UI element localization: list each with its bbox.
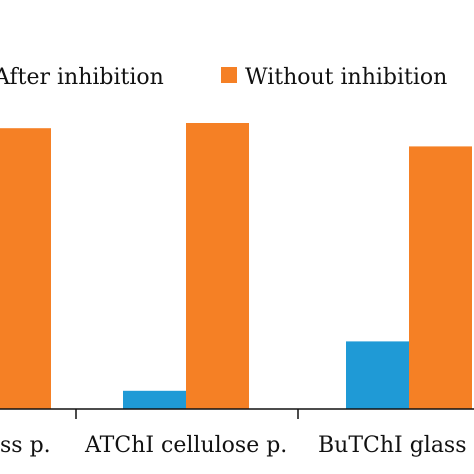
legend-label-without-inhibition: Without inhibition <box>245 65 447 90</box>
x-ticks-group <box>75 409 299 419</box>
bars-group <box>0 123 472 409</box>
bar-without-inhibition-2 <box>409 146 472 409</box>
bar-after-inhibition-2 <box>346 341 409 409</box>
bar-without-inhibition-1 <box>186 123 249 409</box>
legend: After inhibition Without inhibition <box>0 65 447 90</box>
x-tick-labels-group: ss p. ATChI cellulose p. BuTChI glass <box>0 433 467 458</box>
bar-without-inhibition-0 <box>0 128 51 409</box>
x-tick-label: ss p. <box>0 433 51 458</box>
x-tick-label: ATChI cellulose p. <box>84 433 287 458</box>
legend-label-after-inhibition: After inhibition <box>0 65 164 90</box>
x-tick-label: BuTChI glass <box>318 433 467 458</box>
legend-swatch-without-inhibition <box>221 67 237 83</box>
bar-after-inhibition-1 <box>123 390 186 409</box>
